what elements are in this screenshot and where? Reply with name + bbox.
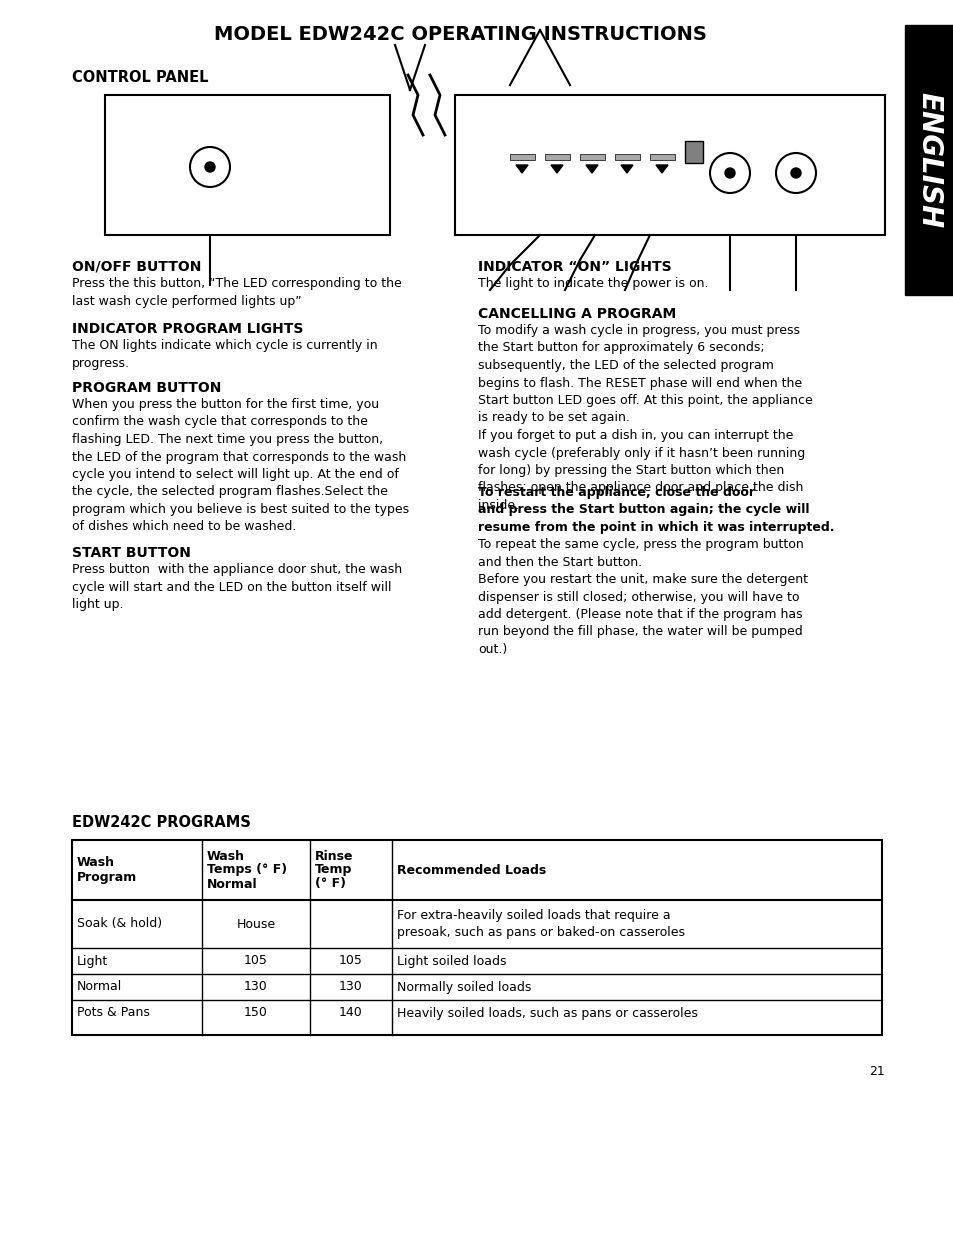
Text: 130: 130 — [338, 981, 362, 993]
Polygon shape — [656, 165, 667, 173]
Bar — [615, 154, 639, 161]
Polygon shape — [551, 165, 562, 173]
Bar — [904, 25, 953, 295]
Text: To repeat the same cycle, press the program button
and then the Start button.
Be: To repeat the same cycle, press the prog… — [477, 538, 807, 656]
Bar — [544, 154, 569, 161]
Text: Temps (° F): Temps (° F) — [207, 863, 287, 877]
Text: The light to indicate the power is on.: The light to indicate the power is on. — [477, 277, 708, 290]
Text: To modify a wash cycle in progress, you must press
the Start button for approxim: To modify a wash cycle in progress, you … — [477, 324, 812, 513]
Text: Wash: Wash — [207, 850, 245, 862]
Text: PROGRAM BUTTON: PROGRAM BUTTON — [71, 382, 221, 395]
Text: Normal: Normal — [77, 981, 122, 993]
Text: Rinse: Rinse — [314, 850, 354, 862]
Circle shape — [205, 162, 214, 172]
Text: For extra-heavily soiled loads that require a
presoak, such as pans or baked-on : For extra-heavily soiled loads that requ… — [396, 909, 684, 939]
Text: 140: 140 — [338, 1007, 362, 1020]
Bar — [510, 154, 535, 161]
Text: Temp: Temp — [314, 863, 352, 877]
Text: CONTROL PANEL: CONTROL PANEL — [71, 70, 209, 85]
Text: Soak (& hold): Soak (& hold) — [77, 918, 162, 930]
Text: ON/OFF BUTTON: ON/OFF BUTTON — [71, 261, 201, 274]
Polygon shape — [585, 165, 598, 173]
Text: EDW242C PROGRAMS: EDW242C PROGRAMS — [71, 815, 251, 830]
Text: Light: Light — [77, 955, 108, 967]
Text: START BUTTON: START BUTTON — [71, 546, 191, 559]
Text: 21: 21 — [868, 1065, 884, 1078]
Circle shape — [790, 168, 801, 178]
Bar — [649, 154, 675, 161]
Text: Press the this button, “The LED corresponding to the
last wash cycle performed l: Press the this button, “The LED correspo… — [71, 277, 401, 308]
Text: Wash: Wash — [77, 857, 115, 869]
Text: INDICATOR “ON” LIGHTS: INDICATOR “ON” LIGHTS — [477, 261, 671, 274]
Polygon shape — [620, 165, 633, 173]
Bar — [71, 840, 882, 1035]
Bar — [455, 95, 884, 235]
Text: Normally soiled loads: Normally soiled loads — [396, 981, 531, 993]
Text: 150: 150 — [244, 1007, 268, 1020]
Circle shape — [724, 168, 734, 178]
Bar — [684, 141, 702, 163]
Text: House: House — [236, 918, 275, 930]
Text: Normal: Normal — [207, 878, 257, 890]
Text: CANCELLING A PROGRAM: CANCELLING A PROGRAM — [477, 308, 676, 321]
Text: ENGLISH: ENGLISH — [914, 91, 942, 228]
Text: Heavily soiled loads, such as pans or casseroles: Heavily soiled loads, such as pans or ca… — [396, 1007, 698, 1020]
Text: Pots & Pans: Pots & Pans — [77, 1007, 150, 1020]
Polygon shape — [516, 165, 527, 173]
Text: (° F): (° F) — [314, 878, 346, 890]
Text: 105: 105 — [244, 955, 268, 967]
Text: To restart the appliance, close the door
and press the Start button again; the c: To restart the appliance, close the door… — [477, 487, 834, 534]
Text: Program: Program — [77, 871, 137, 883]
Text: 105: 105 — [338, 955, 362, 967]
Text: MODEL EDW242C OPERATING INSTRUCTIONS: MODEL EDW242C OPERATING INSTRUCTIONS — [213, 25, 706, 44]
Text: Light soiled loads: Light soiled loads — [396, 955, 506, 967]
Bar — [579, 154, 604, 161]
Bar — [105, 95, 390, 235]
Text: Recommended Loads: Recommended Loads — [396, 863, 546, 877]
Text: Press button  with the appliance door shut, the wash
cycle will start and the LE: Press button with the appliance door shu… — [71, 563, 402, 611]
Text: INDICATOR PROGRAM LIGHTS: INDICATOR PROGRAM LIGHTS — [71, 322, 303, 336]
Text: The ON lights indicate which cycle is currently in
progress.: The ON lights indicate which cycle is cu… — [71, 338, 377, 369]
Text: 130: 130 — [244, 981, 268, 993]
Text: When you press the button for the first time, you
confirm the wash cycle that co: When you press the button for the first … — [71, 398, 409, 534]
